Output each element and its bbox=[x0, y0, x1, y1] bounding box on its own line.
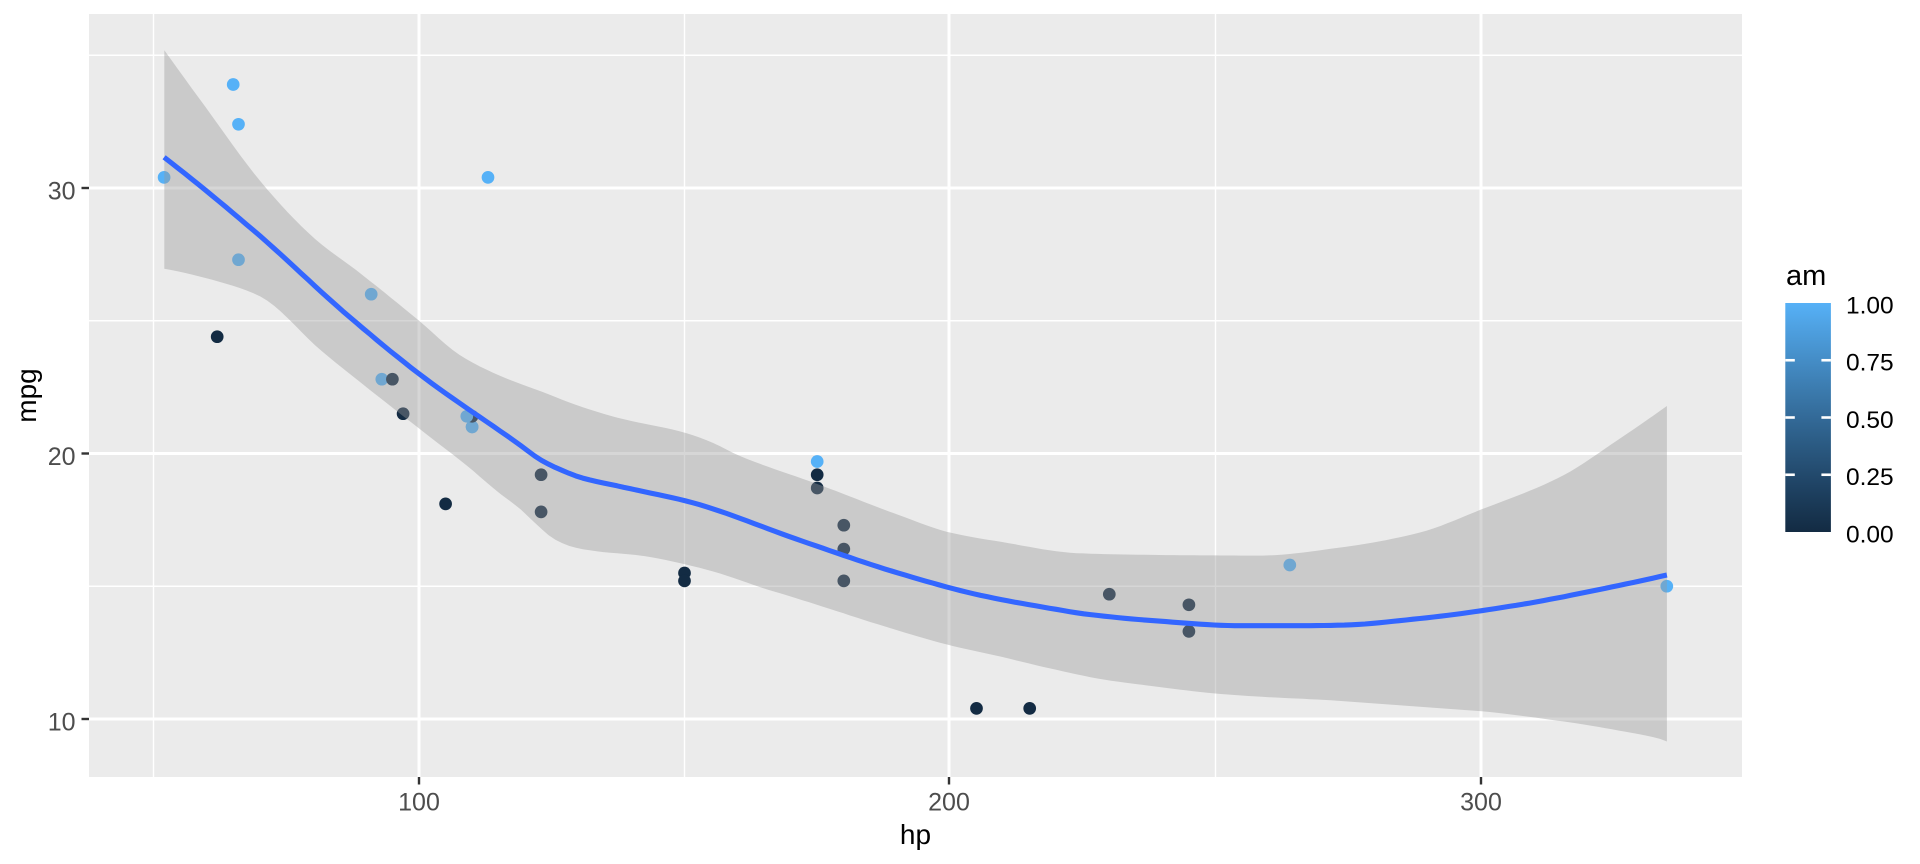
svg-text:mpg: mpg bbox=[11, 368, 42, 422]
svg-text:1.00: 1.00 bbox=[1846, 292, 1894, 319]
svg-text:10: 10 bbox=[48, 709, 76, 737]
svg-text:200: 200 bbox=[928, 789, 970, 817]
svg-text:0.25: 0.25 bbox=[1846, 464, 1894, 491]
svg-text:0.00: 0.00 bbox=[1846, 521, 1894, 548]
svg-text:0.75: 0.75 bbox=[1846, 350, 1894, 377]
svg-text:0.50: 0.50 bbox=[1846, 407, 1894, 434]
svg-text:300: 300 bbox=[1460, 789, 1502, 817]
svg-text:20: 20 bbox=[48, 443, 76, 471]
svg-text:hp: hp bbox=[900, 819, 931, 850]
svg-text:am: am bbox=[1786, 260, 1826, 292]
svg-text:100: 100 bbox=[398, 789, 440, 817]
svg-text:30: 30 bbox=[48, 178, 76, 206]
